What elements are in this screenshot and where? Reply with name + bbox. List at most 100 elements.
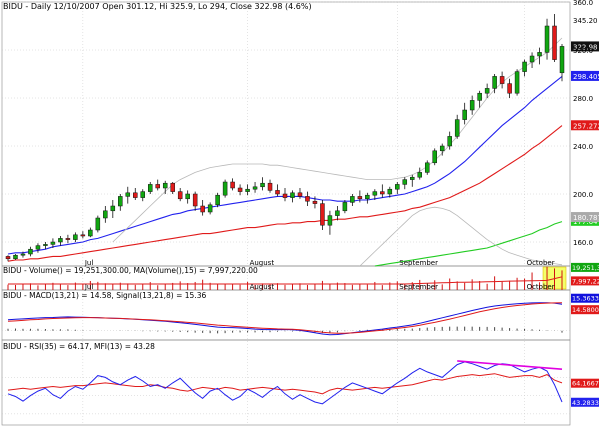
candle-down [282, 193, 288, 198]
candle-up [529, 55, 535, 63]
candle-down [5, 256, 11, 260]
panel-frames [1, 1, 571, 426]
candle-up [514, 71, 520, 94]
price-label-bg [571, 120, 599, 131]
volume-label-bg [571, 262, 599, 272]
volume-ma-label: 7,997,220 [572, 277, 600, 285]
price-tick-label: 280.0 [573, 95, 593, 103]
candle-up [484, 88, 490, 94]
x-label-volume: September [399, 283, 438, 291]
price-label: 345.20 [573, 17, 598, 25]
candle-up [372, 191, 378, 196]
signal-label-bg [571, 305, 599, 315]
candle-up [252, 186, 258, 190]
candle-down [200, 205, 205, 213]
rsi-label: 64.1667 [572, 380, 599, 388]
x-axis-labels: Jul Jul August August September September Octo… [84, 259, 555, 291]
candle-down [80, 234, 86, 237]
price-title: BIDU - Daily 12/10/2007 Open 301.12, Hi … [3, 2, 312, 11]
candle-down [275, 190, 280, 195]
candle-up [13, 254, 18, 260]
candle-up [402, 179, 408, 185]
candle-up [103, 210, 108, 219]
candle-up [43, 244, 48, 246]
candle-up [424, 162, 430, 173]
signal-label: 14.5800 [572, 306, 599, 314]
candle-up [88, 229, 93, 237]
candle-up [185, 193, 190, 200]
candle-up [537, 52, 542, 57]
candle-up [454, 119, 460, 137]
candle-down [65, 238, 71, 240]
volume-axis-labels: 19,251,300 7,997,220 [571, 262, 600, 286]
candle-up [447, 136, 452, 147]
mfi-line [7, 361, 563, 405]
candle-up [477, 92, 482, 101]
candle-up [73, 234, 78, 240]
candle-down [305, 196, 310, 202]
candle-down [267, 182, 273, 191]
price-label-bg [571, 212, 599, 223]
price-label: 360.0 [573, 0, 593, 7]
candle-up [110, 205, 116, 212]
volume-ma-line [8, 276, 563, 285]
volume-bars [7, 266, 563, 290]
rsi-panel [2, 360, 570, 415]
price-label: 180.787 [573, 214, 600, 222]
candle-down [192, 193, 198, 207]
candle-down [155, 184, 160, 189]
macd-label: 15.3633 [572, 295, 599, 303]
price-tick-label: 200.0 [573, 191, 593, 199]
candle-down [237, 187, 243, 192]
candle-down [552, 25, 557, 60]
candle-up [559, 46, 565, 74]
macd-axis-labels: 15.3633 14.5800 [571, 293, 599, 315]
candle-up [245, 188, 250, 192]
x-label-volume: August [250, 283, 275, 291]
overlay-line-ma-red [7, 125, 563, 262]
x-label-price: September [399, 259, 438, 267]
candle-up [140, 191, 146, 198]
macd-title: BIDU - MACD(13,21) = 14.58, Signal(13,21… [3, 291, 206, 300]
candle-up [462, 109, 467, 120]
price-label-bg [571, 41, 599, 52]
candle-up [327, 215, 333, 226]
candle-up [50, 241, 56, 245]
candle-up [387, 188, 393, 195]
price-label-bg [571, 70, 599, 81]
x-label-price: August [250, 259, 275, 267]
candle-down [380, 191, 385, 195]
candle-up [35, 245, 41, 250]
price-tick-label: 160.0 [573, 239, 593, 247]
candle-up [439, 145, 445, 152]
divergence-trendline [457, 360, 563, 370]
candle-up [544, 25, 550, 53]
candle-up [125, 192, 131, 197]
candle-up [207, 204, 213, 213]
macd-panel [2, 302, 570, 336]
rsi-line [7, 373, 563, 395]
price-tick-label: 320.0 [573, 47, 593, 55]
price-label: 298.405 [573, 73, 600, 81]
candle-up [290, 192, 295, 198]
candle-down [312, 200, 318, 204]
candle-up [522, 61, 527, 72]
candle-up [20, 253, 26, 256]
x-label-volume: Jul [84, 283, 94, 291]
macd-signal-line [7, 302, 563, 334]
rsi-label-bg [571, 378, 599, 388]
candle-up [469, 100, 475, 111]
candle-down [357, 196, 363, 200]
candle-down [297, 192, 303, 197]
candle-up [162, 182, 168, 189]
candle-down [170, 182, 175, 192]
volume-ma-label-bg [571, 276, 599, 286]
price-axis-labels: 360.0345.20322.98298.405257.272177.64718… [571, 0, 600, 247]
candle-up [432, 150, 437, 164]
volume-title: BIDU - Volume() = 19,251,300.00, MA(Volu… [3, 266, 258, 275]
rsi-title: BIDU - RSI(35) = 64.17, MFI(13) = 43.28 [3, 342, 155, 351]
candle-up [260, 182, 265, 188]
candle-up [410, 176, 415, 180]
